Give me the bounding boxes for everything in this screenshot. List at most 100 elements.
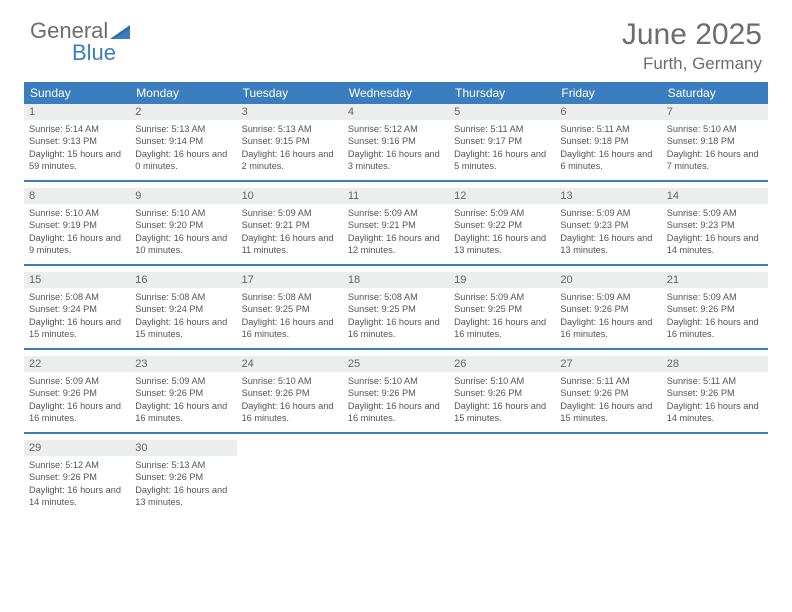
- sunrise-line: Sunrise: 5:11 AM: [454, 123, 550, 135]
- logo-sail-icon: [110, 22, 132, 40]
- calendar-day: 27Sunrise: 5:11 AMSunset: 9:26 PMDayligh…: [555, 356, 661, 432]
- day-number: 19: [449, 272, 555, 288]
- day-info: Sunrise: 5:09 AMSunset: 9:21 PMDaylight:…: [237, 204, 343, 261]
- calendar-day: 25Sunrise: 5:10 AMSunset: 9:26 PMDayligh…: [343, 356, 449, 432]
- day-info: Sunrise: 5:09 AMSunset: 9:26 PMDaylight:…: [24, 372, 130, 429]
- day-number: 8: [24, 188, 130, 204]
- sunrise-line: Sunrise: 5:10 AM: [135, 207, 231, 219]
- calendar-day-empty: [343, 440, 449, 516]
- day-info: Sunrise: 5:14 AMSunset: 9:13 PMDaylight:…: [24, 120, 130, 177]
- sunrise-line: Sunrise: 5:14 AM: [29, 123, 125, 135]
- day-number: 1: [24, 104, 130, 120]
- daylight-line: Daylight: 16 hours and 13 minutes.: [560, 232, 656, 257]
- day-number: 13: [555, 188, 661, 204]
- sunset-line: Sunset: 9:21 PM: [348, 219, 444, 231]
- sunrise-line: Sunrise: 5:09 AM: [454, 291, 550, 303]
- day-number: 6: [555, 104, 661, 120]
- calendar-week: 22Sunrise: 5:09 AMSunset: 9:26 PMDayligh…: [24, 356, 768, 434]
- daylight-line: Daylight: 16 hours and 10 minutes.: [135, 232, 231, 257]
- daylight-line: Daylight: 16 hours and 14 minutes.: [29, 484, 125, 509]
- sunset-line: Sunset: 9:26 PM: [560, 303, 656, 315]
- calendar-day: 18Sunrise: 5:08 AMSunset: 9:25 PMDayligh…: [343, 272, 449, 348]
- weekday-label: Saturday: [662, 82, 768, 104]
- day-number: 3: [237, 104, 343, 120]
- sunrise-line: Sunrise: 5:10 AM: [454, 375, 550, 387]
- sunrise-line: Sunrise: 5:13 AM: [135, 459, 231, 471]
- daylight-line: Daylight: 16 hours and 11 minutes.: [242, 232, 338, 257]
- sunrise-line: Sunrise: 5:10 AM: [348, 375, 444, 387]
- day-info: Sunrise: 5:08 AMSunset: 9:25 PMDaylight:…: [343, 288, 449, 345]
- day-number: 14: [662, 188, 768, 204]
- calendar-day: 21Sunrise: 5:09 AMSunset: 9:26 PMDayligh…: [662, 272, 768, 348]
- day-info: Sunrise: 5:13 AMSunset: 9:15 PMDaylight:…: [237, 120, 343, 177]
- calendar-day: 29Sunrise: 5:12 AMSunset: 9:26 PMDayligh…: [24, 440, 130, 516]
- daylight-line: Daylight: 16 hours and 7 minutes.: [667, 148, 763, 173]
- daylight-line: Daylight: 16 hours and 15 minutes.: [454, 400, 550, 425]
- day-info: Sunrise: 5:12 AMSunset: 9:26 PMDaylight:…: [24, 456, 130, 513]
- sunset-line: Sunset: 9:24 PM: [135, 303, 231, 315]
- daylight-line: Daylight: 16 hours and 12 minutes.: [348, 232, 444, 257]
- day-number: 5: [449, 104, 555, 120]
- day-info: Sunrise: 5:09 AMSunset: 9:21 PMDaylight:…: [343, 204, 449, 261]
- calendar-week: 29Sunrise: 5:12 AMSunset: 9:26 PMDayligh…: [24, 440, 768, 516]
- day-number: 9: [130, 188, 236, 204]
- day-info: Sunrise: 5:10 AMSunset: 9:18 PMDaylight:…: [662, 120, 768, 177]
- day-number: 12: [449, 188, 555, 204]
- sunset-line: Sunset: 9:18 PM: [667, 135, 763, 147]
- calendar-day: 6 Sunrise: 5:11 AMSunset: 9:18 PMDaylight…: [555, 104, 661, 180]
- daylight-line: Daylight: 15 hours and 59 minutes.: [29, 148, 125, 173]
- location-subtitle: Furth, Germany: [622, 54, 762, 74]
- day-info: Sunrise: 5:11 AMSunset: 9:26 PMDaylight:…: [555, 372, 661, 429]
- sunrise-line: Sunrise: 5:11 AM: [560, 123, 656, 135]
- calendar-day: 1Sunrise: 5:14 AMSunset: 9:13 PMDaylight…: [24, 104, 130, 180]
- sunrise-line: Sunrise: 5:09 AM: [560, 207, 656, 219]
- day-info: Sunrise: 5:10 AMSunset: 9:19 PMDaylight:…: [24, 204, 130, 261]
- day-info: Sunrise: 5:11 AMSunset: 9:17 PMDaylight:…: [449, 120, 555, 177]
- weekday-label: Friday: [555, 82, 661, 104]
- calendar-day: 20Sunrise: 5:09 AMSunset: 9:26 PMDayligh…: [555, 272, 661, 348]
- day-number: 23: [130, 356, 236, 372]
- day-number: 10: [237, 188, 343, 204]
- calendar-day: 9Sunrise: 5:10 AMSunset: 9:20 PMDaylight…: [130, 188, 236, 264]
- day-number: 22: [24, 356, 130, 372]
- daylight-line: Daylight: 16 hours and 15 minutes.: [560, 400, 656, 425]
- calendar-day: 16Sunrise: 5:08 AMSunset: 9:24 PMDayligh…: [130, 272, 236, 348]
- sunrise-line: Sunrise: 5:09 AM: [135, 375, 231, 387]
- day-info: Sunrise: 5:10 AMSunset: 9:20 PMDaylight:…: [130, 204, 236, 261]
- day-number: 17: [237, 272, 343, 288]
- logo-text-blue: Blue: [72, 40, 116, 66]
- day-info: Sunrise: 5:08 AMSunset: 9:24 PMDaylight:…: [130, 288, 236, 345]
- weekday-header: SundayMondayTuesdayWednesdayThursdayFrid…: [24, 82, 768, 104]
- day-number: 2: [130, 104, 236, 120]
- day-number: 24: [237, 356, 343, 372]
- sunset-line: Sunset: 9:18 PM: [560, 135, 656, 147]
- day-info: Sunrise: 5:09 AMSunset: 9:26 PMDaylight:…: [555, 288, 661, 345]
- daylight-line: Daylight: 16 hours and 6 minutes.: [560, 148, 656, 173]
- daylight-line: Daylight: 16 hours and 2 minutes.: [242, 148, 338, 173]
- day-info: Sunrise: 5:10 AMSunset: 9:26 PMDaylight:…: [237, 372, 343, 429]
- daylight-line: Daylight: 16 hours and 16 minutes.: [242, 400, 338, 425]
- calendar-day: 23Sunrise: 5:09 AMSunset: 9:26 PMDayligh…: [130, 356, 236, 432]
- weekday-label: Tuesday: [237, 82, 343, 104]
- day-number: 29: [24, 440, 130, 456]
- sunrise-line: Sunrise: 5:09 AM: [454, 207, 550, 219]
- day-number: 7: [662, 104, 768, 120]
- sunset-line: Sunset: 9:26 PM: [454, 387, 550, 399]
- sunrise-line: Sunrise: 5:11 AM: [560, 375, 656, 387]
- calendar-day-empty: [449, 440, 555, 516]
- sunset-line: Sunset: 9:13 PM: [29, 135, 125, 147]
- day-number: 16: [130, 272, 236, 288]
- calendar: SundayMondayTuesdayWednesdayThursdayFrid…: [24, 82, 768, 516]
- day-number: 27: [555, 356, 661, 372]
- calendar-day: 24Sunrise: 5:10 AMSunset: 9:26 PMDayligh…: [237, 356, 343, 432]
- sunset-line: Sunset: 9:26 PM: [348, 387, 444, 399]
- calendar-day: 28Sunrise: 5:11 AMSunset: 9:26 PMDayligh…: [662, 356, 768, 432]
- sunset-line: Sunset: 9:20 PM: [135, 219, 231, 231]
- sunset-line: Sunset: 9:17 PM: [454, 135, 550, 147]
- calendar-week: 1Sunrise: 5:14 AMSunset: 9:13 PMDaylight…: [24, 104, 768, 182]
- sunset-line: Sunset: 9:26 PM: [242, 387, 338, 399]
- sunrise-line: Sunrise: 5:08 AM: [348, 291, 444, 303]
- calendar-day: 22Sunrise: 5:09 AMSunset: 9:26 PMDayligh…: [24, 356, 130, 432]
- day-info: Sunrise: 5:13 AMSunset: 9:26 PMDaylight:…: [130, 456, 236, 513]
- day-info: Sunrise: 5:10 AMSunset: 9:26 PMDaylight:…: [449, 372, 555, 429]
